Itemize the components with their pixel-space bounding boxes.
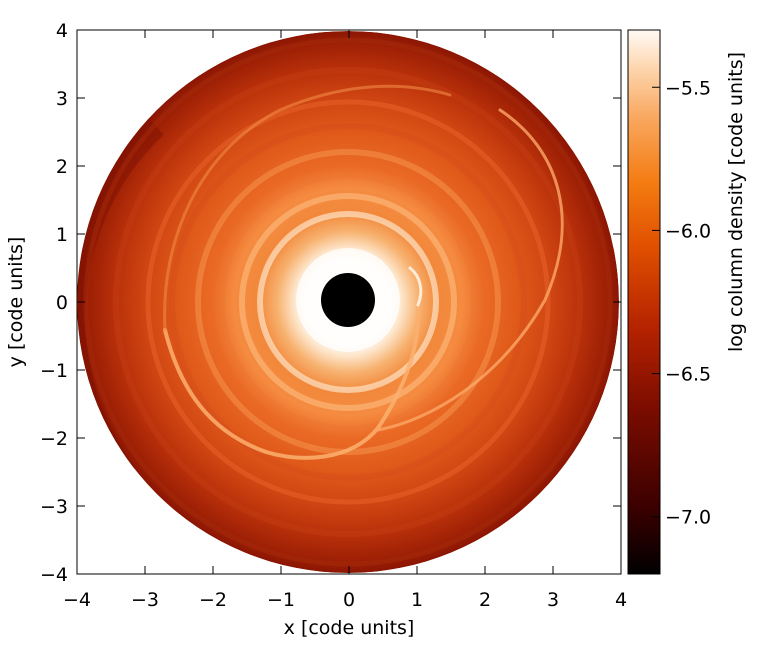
x-tick-label: −4 xyxy=(63,589,91,611)
x-axis-ticks: −4 −3 −2 −1 0 1 2 3 4 xyxy=(63,30,627,611)
disk-image xyxy=(77,31,619,573)
disk-ring xyxy=(83,37,613,567)
y-tick-label: 2 xyxy=(56,156,68,178)
x-tick-label: 3 xyxy=(547,589,559,611)
spiral-arms xyxy=(163,84,564,460)
x-tick-label: −1 xyxy=(267,589,295,611)
y-tick-label: 4 xyxy=(56,20,68,42)
y-tick-label: −1 xyxy=(40,360,68,382)
spiral-arm-wake xyxy=(408,266,423,307)
x-axis-title: x [code units] xyxy=(284,617,415,639)
disk-ring xyxy=(239,193,457,411)
colorbar-ticks: −7.0 −6.5 −6.0 −5.5 xyxy=(652,77,711,529)
y-tick-label: 3 xyxy=(56,88,68,110)
spiral-arm-inner xyxy=(163,303,421,460)
y-tick-label: 0 xyxy=(56,292,68,314)
y-tick-label: −2 xyxy=(40,428,68,450)
disk-ring xyxy=(145,99,551,505)
colorbar-tick-label: −7.0 xyxy=(665,507,711,529)
disk-rings xyxy=(83,37,613,567)
inner-hole xyxy=(321,273,375,327)
x-tick-label: 4 xyxy=(615,589,627,611)
disk-ring xyxy=(169,123,527,481)
colorbar xyxy=(627,29,661,575)
y-tick-label: −4 xyxy=(40,564,68,586)
disk-ring xyxy=(219,173,477,431)
x-tick-label: −3 xyxy=(131,589,159,611)
x-tick-label: 2 xyxy=(479,589,491,611)
x-tick-label: 1 xyxy=(411,589,423,611)
colorbar-title: log column density [code units] xyxy=(725,52,747,352)
y-axis-ticks: −4 −3 −2 −1 0 1 2 3 4 xyxy=(40,20,621,586)
y-tick-label: 1 xyxy=(56,224,68,246)
x-tick-label: −2 xyxy=(199,589,227,611)
colorbar-tick-label: −6.5 xyxy=(665,364,711,386)
y-axis-title: y [code units] xyxy=(5,237,27,368)
x-tick-label: 0 xyxy=(343,589,355,611)
colorbar-tick-label: −5.5 xyxy=(665,77,711,99)
spiral-arm-outer xyxy=(376,108,564,432)
disk-ring xyxy=(113,67,583,537)
y-tick-label: −3 xyxy=(40,496,68,518)
colorbar-tick-label: −6.0 xyxy=(665,220,711,242)
spiral-arm-trail xyxy=(163,84,452,332)
disk-ring xyxy=(257,211,439,393)
